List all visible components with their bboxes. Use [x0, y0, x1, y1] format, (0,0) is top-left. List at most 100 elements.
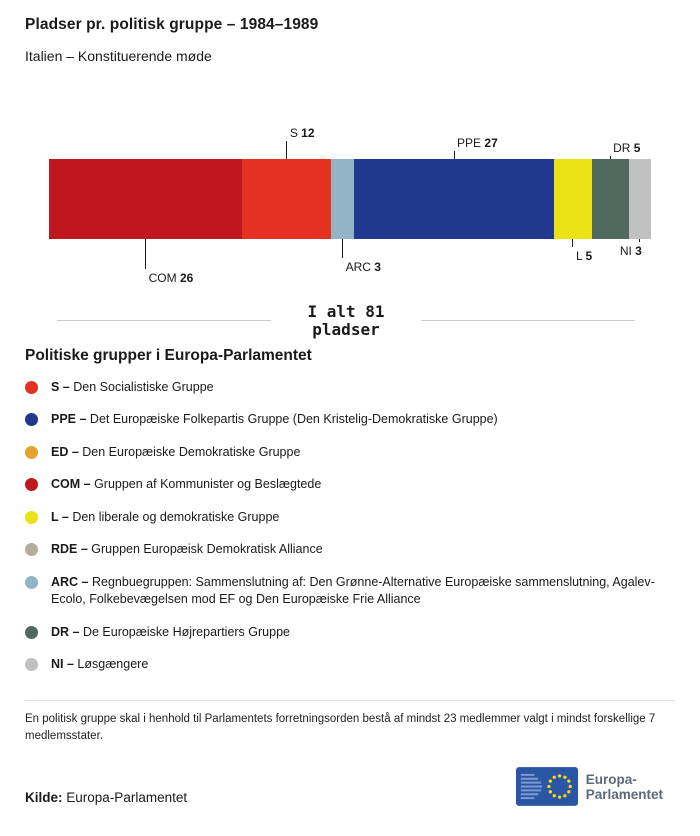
bar-label-value: 5: [585, 249, 593, 263]
legend-code: ARC –: [51, 574, 92, 589]
legend-code: RDE –: [51, 542, 92, 557]
bar-segment-ppe: [353, 159, 555, 239]
legend-item-text: L – Den liberale og demokratiske Gruppe: [51, 509, 279, 527]
legend-item-text: NI – Løsgængere: [51, 656, 148, 674]
bar-label-ni: NI 3: [620, 243, 642, 259]
legend-item-dr: DR – De Europæiske Højrepartiers Gruppe: [25, 624, 675, 642]
legend-item-text: ED – Den Europæiske Demokratiske Gruppe: [51, 444, 300, 462]
bar-label-code: DR: [613, 141, 634, 155]
legend-name: Regnbuegruppen: Sammenslutning af: Den G…: [51, 574, 655, 607]
bar-label-value: 27: [484, 136, 498, 150]
legend-item-s: S – Den Socialistiske Gruppe: [25, 379, 675, 397]
label-connector-arc: [342, 239, 344, 258]
bar-label-s: S 12: [290, 125, 315, 141]
legend-color-dot: [25, 380, 38, 394]
legend-code: ED –: [51, 444, 83, 459]
bar-label-arc: ARC 3: [346, 259, 381, 275]
infographic-page: Pladser pr. politisk gruppe – 1984–1989 …: [25, 16, 675, 807]
left-rule: [57, 320, 272, 322]
bar-label-code: ARC: [345, 260, 375, 274]
bar-label-com: COM 26: [149, 270, 194, 286]
header: Pladser pr. politisk gruppe – 1984–1989 …: [25, 16, 675, 64]
legend-color-dot: [25, 445, 38, 459]
seats-stacked-bar-chart: COM 26 S 12 ARC 3 PPE 27 L 5 DR 5 NI 3: [49, 89, 651, 289]
legend-item-text: RDE – Gruppen Europæisk Demokratisk Alli…: [51, 541, 323, 559]
total-seats-row: I alt 81 pladser: [57, 303, 635, 339]
legend-item-text: S – Den Socialistiske Gruppe: [51, 379, 214, 397]
bar-label-code: NI: [619, 244, 636, 258]
legend-item-ppe: PPE – Det Europæiske Folkepartis Gruppe …: [25, 411, 675, 429]
legend-item-ni: NI – Løsgængere: [25, 656, 675, 674]
bar-label-value: 5: [633, 141, 641, 155]
legend-item-text: COM – Gruppen af Kommunister og Beslægte…: [51, 476, 321, 494]
bar-segment-arc: [331, 159, 354, 239]
bar-label-dr: DR 5: [613, 140, 640, 156]
bar-label-value: 3: [374, 260, 381, 274]
ep-flag-icon: [515, 767, 578, 807]
legend-name: Det Europæiske Folkepartis Gruppe (Den K…: [89, 412, 498, 427]
legend-color-dot: [25, 510, 38, 524]
source-value: Europa-Parlamentet: [66, 790, 188, 806]
source-line: Kilde: Europa-Parlamentet: [25, 790, 187, 806]
legend-item-arc: ARC – Regnbuegruppen: Sammenslutning af:…: [25, 574, 675, 609]
bar-label-l: L 5: [576, 248, 592, 264]
legend-code: S –: [51, 379, 74, 394]
legend-item-text: ARC – Regnbuegruppen: Sammenslutning af:…: [51, 574, 675, 609]
total-seats-line2: pladser: [312, 319, 380, 339]
legend-code: DR –: [51, 624, 83, 639]
legend-item-ed: ED – Den Europæiske Demokratiske Gruppe: [25, 444, 675, 462]
ep-logo-text-line1: Europa-: [585, 771, 637, 787]
ep-logo-text-line2: Parlamentet: [585, 786, 663, 802]
legend-item-rde: RDE – Gruppen Europæisk Demokratisk Alli…: [25, 541, 675, 559]
legend-color-dot: [25, 478, 38, 492]
right-rule: [420, 320, 635, 322]
legend-list: S – Den Socialistiske Gruppe PPE – Det Eu…: [25, 379, 675, 674]
legend-color-dot: [25, 658, 38, 672]
footnote: En politisk gruppe skal i henhold til Pa…: [25, 712, 656, 743]
legend-code: L –: [51, 509, 73, 524]
legend-color-dot: [25, 625, 38, 639]
legend-code: PPE –: [51, 412, 90, 427]
legend-item-com: COM – Gruppen af Kommunister og Beslægte…: [25, 476, 675, 494]
page-title: Pladser pr. politisk gruppe – 1984–1989: [25, 16, 319, 33]
legend-color-dot: [25, 575, 38, 589]
bar-label-code: PPE: [457, 136, 485, 150]
legend-item-text: DR – De Europæiske Højrepartiers Gruppe: [51, 624, 290, 642]
legend-color-dot: [25, 413, 38, 427]
footnote-divider: [25, 699, 675, 701]
legend-name: Gruppen af Kommunister og Beslægtede: [94, 477, 322, 492]
legend-name: Løsgængere: [77, 657, 149, 672]
legend-item-text: PPE – Det Europæiske Folkepartis Gruppe …: [51, 411, 498, 429]
bar-label-value: 12: [301, 126, 315, 140]
label-connector-s: [286, 141, 288, 159]
label-connector-ni: [639, 239, 641, 242]
label-connector-dr: [609, 156, 611, 159]
page-subtitle: Italien – Konstituerende møde: [25, 48, 212, 64]
legend-name: Gruppen Europæisk Demokratisk Alliance: [91, 542, 323, 557]
bar-label-code: L: [575, 249, 586, 263]
legend-name: De Europæiske Højrepartiers Gruppe: [82, 624, 290, 639]
bar-segment-l: [554, 159, 592, 239]
bar-segment-com: [49, 159, 243, 239]
bar-segment-ni: [628, 159, 651, 239]
total-seats-line1: I alt 81: [307, 302, 385, 321]
legend-item-l: L – Den liberale og demokratiske Gruppe: [25, 509, 675, 527]
source-label: Kilde:: [25, 790, 63, 806]
legend-name: Den Socialistiske Gruppe: [73, 379, 214, 394]
legend-name: Den liberale og demokratiske Gruppe: [72, 509, 280, 524]
legend-color-dot: [25, 543, 38, 557]
bar-label-ppe: PPE 27: [457, 135, 498, 151]
label-connector-l: [572, 239, 574, 247]
bar-label-value: 3: [635, 244, 642, 258]
bar-label-code: S: [289, 126, 302, 140]
bar-segment-s: [242, 159, 332, 239]
total-seats-label: I alt 81 pladser: [271, 303, 420, 339]
bar-segment-dr: [591, 159, 629, 239]
stacked-bar: [49, 159, 651, 239]
label-connector-ppe: [453, 151, 455, 159]
legend-heading: Politiske grupper i Europa-Parlamentet: [25, 346, 312, 364]
bar-label-code: COM: [148, 271, 180, 285]
legend-name: Den Europæiske Demokratiske Gruppe: [82, 444, 301, 459]
ep-logo-text: Europa- Parlamentet: [586, 772, 663, 802]
legend-code: NI –: [51, 657, 78, 672]
